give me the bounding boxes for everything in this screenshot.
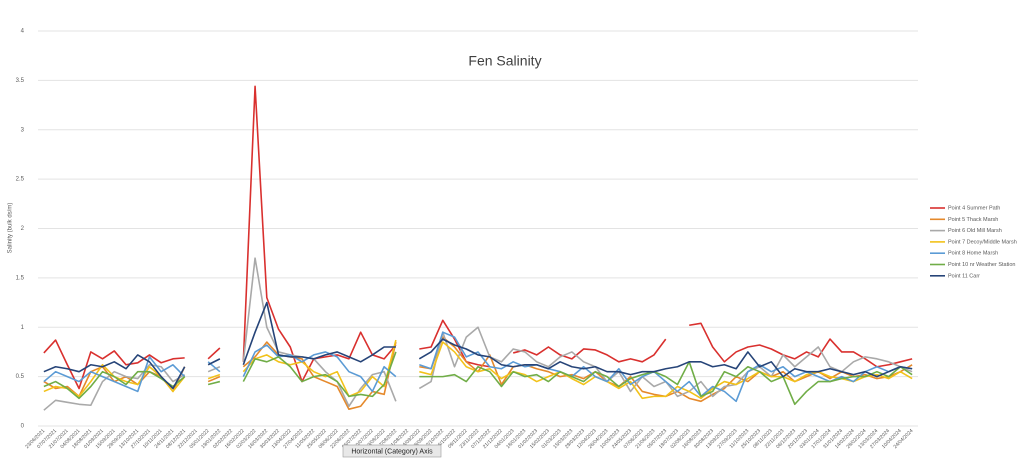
series-line xyxy=(43,336,913,411)
legend-label: Point 11 Carr xyxy=(948,273,980,279)
legend-label: Point 6 Old Mill Marsh xyxy=(948,228,1002,234)
legend-label: Point 4 Summer Path xyxy=(948,205,1000,211)
y-tick-label: 2.5 xyxy=(16,177,25,183)
legend-label: Point 7 Decoy/Middle Marsh xyxy=(948,239,1017,245)
series-line xyxy=(43,301,913,390)
legend-label: Point 5 Thack Marsh xyxy=(948,217,998,223)
y-tick-label: 3.5 xyxy=(16,78,25,84)
plot-area: 0 0.5 1 1.5 2 2.5 3 3.5 4 xyxy=(16,29,918,430)
chart-title: Fen Salinity xyxy=(468,53,541,69)
y-tick-label: 0 xyxy=(21,424,25,430)
y-tick-label: 2 xyxy=(21,226,25,232)
y-tick-label: 3 xyxy=(21,127,25,133)
tooltip: Horizontal (Category) Axis xyxy=(351,448,433,455)
legend-label: Point 8 Home Marsh xyxy=(948,251,998,257)
y-tick-label: 1 xyxy=(21,325,25,331)
series-line xyxy=(43,85,913,390)
y-axis-label: Salinity (bulk ds/m) xyxy=(8,203,14,254)
y-tick-label: 4 xyxy=(21,29,25,35)
series-line xyxy=(43,257,913,411)
y-tick-label: 1.5 xyxy=(16,275,25,281)
x-axis: 23/06/202107/07/202121/07/202104/08/2021… xyxy=(24,428,914,450)
series-line xyxy=(43,339,913,400)
tooltip-box xyxy=(342,444,442,458)
series-line xyxy=(43,351,913,406)
y-tick-label: 0.5 xyxy=(16,374,25,380)
legend-label: Point 10 nr Weather Station xyxy=(948,262,1015,268)
series-line xyxy=(43,331,913,403)
legend: Point 4 Summer Path Point 5 Thack Marsh Po… xyxy=(930,205,1017,279)
